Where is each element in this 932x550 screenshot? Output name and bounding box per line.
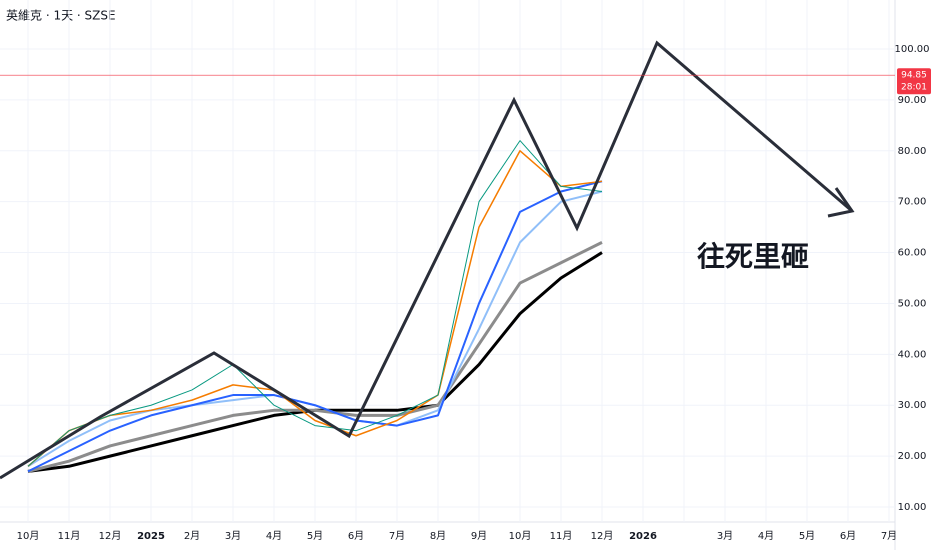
x-tick-label: 8月 <box>430 530 446 542</box>
series-line <box>27 180 603 473</box>
y-tick-label: 90.00 <box>898 95 927 106</box>
x-tick-label: 3月 <box>717 530 733 542</box>
series-line <box>27 140 603 467</box>
x-tick-label: 5月 <box>799 530 815 542</box>
y-tick-label: 100.00 <box>895 44 930 55</box>
x-tick-label: 3月 <box>225 530 241 542</box>
x-tick-label: 12月 <box>99 530 122 542</box>
x-tick-label: 2月 <box>184 530 200 542</box>
x-tick-label: 12月 <box>591 530 614 542</box>
countdown-label: 28:01 <box>901 83 927 93</box>
x-tick-label: 10月 <box>509 530 532 542</box>
x-tick-label: 9月 <box>471 530 487 542</box>
x-tick-label: 2026 <box>629 531 657 542</box>
y-tick-label: 80.00 <box>898 146 927 157</box>
x-tick-label: 10月 <box>17 530 40 542</box>
series-line <box>27 241 603 473</box>
x-tick-label: 2025 <box>137 531 165 542</box>
y-tick-label: 10.00 <box>898 502 927 513</box>
x-tick-label: 4月 <box>266 530 282 542</box>
y-tick-label: 20.00 <box>898 451 927 462</box>
x-tick-label: 4月 <box>758 530 774 542</box>
y-tick-label: 30.00 <box>898 400 927 411</box>
x-tick-label: 11月 <box>58 530 81 542</box>
y-tick-label: 40.00 <box>898 349 927 360</box>
x-tick-label: 6月 <box>348 530 364 542</box>
series-line <box>27 150 603 467</box>
annotation: 往死里砸 <box>697 240 809 273</box>
chart-title: 英維克 · 1天 · SZSE <box>6 9 116 23</box>
last-price-tag <box>897 68 931 95</box>
y-tick-label: 70.00 <box>898 197 927 208</box>
last-price-label: 94.85 <box>901 71 927 81</box>
y-tick-label: 60.00 <box>898 248 927 259</box>
zigzag-drawing <box>0 40 853 480</box>
x-tick-label: 6月 <box>840 530 856 542</box>
x-tick-label: 5月 <box>307 530 323 542</box>
arrow-head <box>827 187 855 218</box>
y-tick-label: 50.00 <box>898 298 927 309</box>
x-tick-label: 11月 <box>550 530 573 542</box>
x-tick-label: 7月 <box>881 530 897 542</box>
x-tick-label: 7月 <box>389 530 405 542</box>
